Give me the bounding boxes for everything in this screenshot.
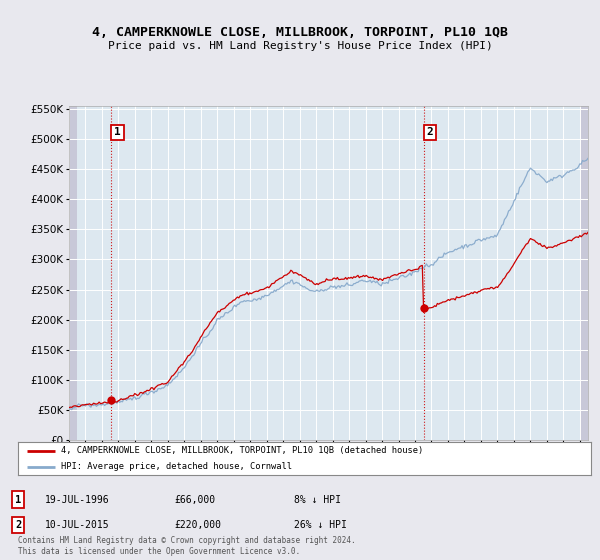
Text: 19-JUL-1996: 19-JUL-1996 bbox=[45, 494, 110, 505]
Text: 4, CAMPERKNOWLE CLOSE, MILLBROOK, TORPOINT, PL10 1QB: 4, CAMPERKNOWLE CLOSE, MILLBROOK, TORPOI… bbox=[92, 26, 508, 39]
Text: Price paid vs. HM Land Registry's House Price Index (HPI): Price paid vs. HM Land Registry's House … bbox=[107, 41, 493, 51]
Text: HPI: Average price, detached house, Cornwall: HPI: Average price, detached house, Corn… bbox=[61, 462, 292, 472]
Text: 10-JUL-2015: 10-JUL-2015 bbox=[45, 520, 110, 530]
Text: £220,000: £220,000 bbox=[174, 520, 221, 530]
Text: Contains HM Land Registry data © Crown copyright and database right 2024.
This d: Contains HM Land Registry data © Crown c… bbox=[18, 536, 356, 556]
Text: 1: 1 bbox=[15, 494, 21, 505]
Text: £66,000: £66,000 bbox=[174, 494, 215, 505]
Text: 26% ↓ HPI: 26% ↓ HPI bbox=[294, 520, 347, 530]
Bar bbox=[69, 104, 77, 440]
Text: 2: 2 bbox=[427, 128, 434, 137]
Text: 8% ↓ HPI: 8% ↓ HPI bbox=[294, 494, 341, 505]
Bar bbox=[580, 104, 600, 440]
Text: 4, CAMPERKNOWLE CLOSE, MILLBROOK, TORPOINT, PL10 1QB (detached house): 4, CAMPERKNOWLE CLOSE, MILLBROOK, TORPOI… bbox=[61, 446, 423, 455]
Text: 2: 2 bbox=[15, 520, 21, 530]
Text: 1: 1 bbox=[114, 128, 121, 137]
